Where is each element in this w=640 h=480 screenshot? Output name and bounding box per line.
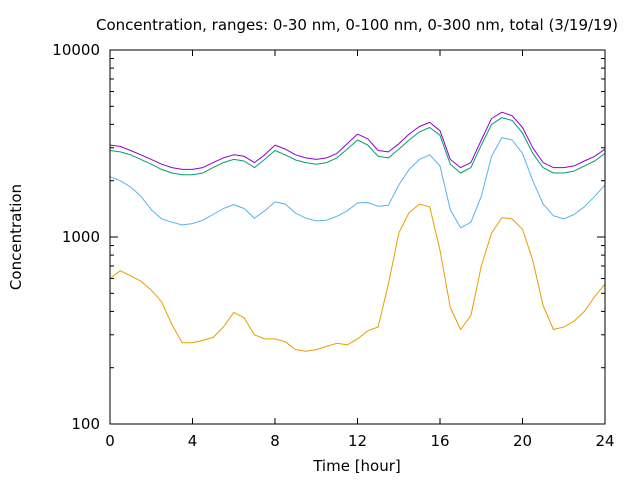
chart-title: Concentration, ranges: 0-30 nm, 0-100 nm… [96, 16, 618, 34]
series-line-4 [109, 111, 606, 170]
series-line-2 [109, 137, 606, 229]
series-line-1 [109, 203, 606, 352]
x-tick-label: 8 [270, 432, 280, 450]
x-tick-label: 24 [595, 432, 614, 450]
x-axis-ticks: 0 4 8 12 16 20 24 [105, 50, 615, 450]
x-tick-label: 12 [348, 432, 367, 450]
y-tick-label: 100 [71, 415, 100, 433]
plot-frame [109, 49, 606, 425]
x-tick-label: 0 [105, 432, 115, 450]
x-tick-label: 16 [430, 432, 449, 450]
x-tick-label: 20 [513, 432, 532, 450]
y-axis-label: Concentration [7, 184, 25, 290]
series-layer [109, 111, 606, 352]
y-tick-label: 1000 [62, 228, 100, 246]
series-line-3 [109, 117, 606, 176]
y-tick-label: 10000 [52, 41, 100, 59]
x-tick-label: 4 [188, 432, 198, 450]
y-axis-ticks: 100 1000 10000 [52, 41, 605, 433]
x-axis-label: Time [hour] [312, 457, 401, 475]
